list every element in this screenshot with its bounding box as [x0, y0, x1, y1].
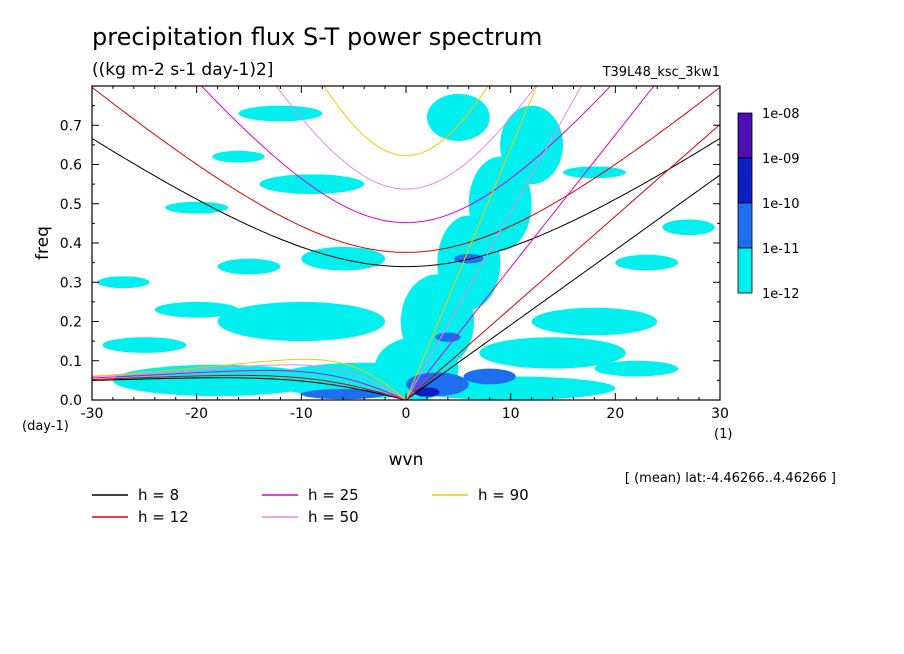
power-region-low	[259, 174, 365, 194]
power-region-low	[594, 360, 679, 377]
x-tick-label: 0	[402, 406, 411, 422]
power-region-mid	[463, 368, 516, 385]
rossby-wave-curve	[92, 377, 407, 400]
power-spectrum-fills	[97, 93, 715, 400]
power-region-low	[563, 166, 626, 179]
kelvin-wave-curve	[405, 124, 720, 400]
chart-title: precipitation flux S-T power spectrum	[92, 23, 542, 51]
kelvin-wave-curve	[405, 86, 582, 400]
x-tick-label: 20	[606, 406, 624, 422]
colorbar-swatch	[737, 202, 753, 249]
power-region-low	[426, 93, 490, 141]
power-region-low	[217, 301, 386, 342]
inertio-gravity-curve	[275, 86, 537, 190]
x-tick-label: -10	[290, 406, 313, 422]
dispersion-curves	[92, 86, 720, 400]
y-tick-label: 0.5	[60, 197, 82, 213]
power-region-low	[238, 105, 323, 122]
power-region-low	[102, 337, 187, 353]
inertio-gravity-curve	[92, 137, 720, 268]
power-region-mid	[301, 389, 386, 400]
legend-label: h = 25	[308, 486, 359, 504]
power-region-low	[165, 201, 229, 214]
curve-legend: h = 8 h = 12 h = 25 h = 50 h = 90	[92, 486, 529, 526]
legend-label: h = 90	[478, 486, 529, 504]
rossby-wave-curve	[92, 364, 407, 400]
rossby-wave-curve	[92, 358, 407, 400]
y-tick-label: 0.2	[60, 315, 82, 331]
y-axis-title: freq	[33, 226, 53, 260]
chart-units: ((kg m-2 s-1 day-1)2]	[92, 60, 273, 80]
x-tick-label: 30	[711, 406, 729, 422]
power-region-low	[479, 337, 626, 369]
colorbar-swatch	[737, 112, 753, 159]
run-label: T39L48_ksc_3kw1	[602, 65, 720, 80]
x-tick-label: 10	[502, 406, 520, 422]
y-tick-label: 0.3	[60, 275, 82, 291]
axis-ticks: -30 -20 -10 0 10 20 30 0.0 0.1 0.2 0.3 0.4 0.5 0.6 0.7	[60, 86, 729, 422]
legend-label: h = 12	[138, 508, 189, 526]
rossby-wave-curve	[92, 369, 407, 400]
colorbar-label: 1e-08	[762, 107, 800, 122]
power-region-low	[531, 307, 658, 336]
power-region-low	[212, 150, 265, 163]
colorbar-label: 1e-12	[762, 287, 800, 302]
inertio-gravity-curve	[92, 86, 720, 253]
colorbar-label: 1e-09	[762, 152, 800, 167]
x-unit-label: (1)	[714, 427, 732, 442]
y-tick-label: 0.6	[60, 158, 82, 174]
kelvin-wave-curve	[405, 86, 655, 400]
colorbar-label: 1e-10	[762, 197, 800, 212]
colorbar-label: 1e-11	[762, 242, 800, 257]
legend-label: h = 8	[138, 486, 179, 504]
inertio-gravity-curve	[323, 86, 489, 157]
kelvin-wave-curve	[405, 174, 720, 400]
y-tick-label: 0.0	[60, 393, 82, 409]
colorbar-swatch	[737, 157, 753, 204]
x-tick-label: -30	[81, 406, 104, 422]
rossby-wave-curve	[92, 374, 407, 400]
kelvin-wave-curve	[405, 86, 538, 400]
y-unit-label: (day-1)	[22, 419, 69, 434]
inertio-gravity-curve	[200, 86, 612, 224]
x-tick-label: -20	[185, 406, 208, 422]
power-region-low	[615, 254, 679, 271]
power-region-low	[217, 258, 281, 275]
y-tick-label: 0.4	[60, 236, 82, 252]
power-region-low	[97, 276, 150, 289]
legend-label: h = 50	[308, 508, 359, 526]
y-tick-label: 0.7	[60, 118, 82, 134]
power-region-low	[500, 105, 563, 185]
power-region-low	[662, 219, 715, 236]
colorbar-swatch	[737, 247, 753, 294]
latitude-note: [ (mean) lat:-4.46266..4.46266 ]	[625, 471, 836, 486]
power-region-low	[154, 301, 239, 318]
power-region-low	[468, 156, 532, 251]
y-tick-label: 0.1	[60, 354, 82, 370]
colorbar: 1e-08 1e-09 1e-10 1e-11 1e-12	[737, 107, 800, 302]
x-axis-title: wvn	[389, 450, 424, 470]
